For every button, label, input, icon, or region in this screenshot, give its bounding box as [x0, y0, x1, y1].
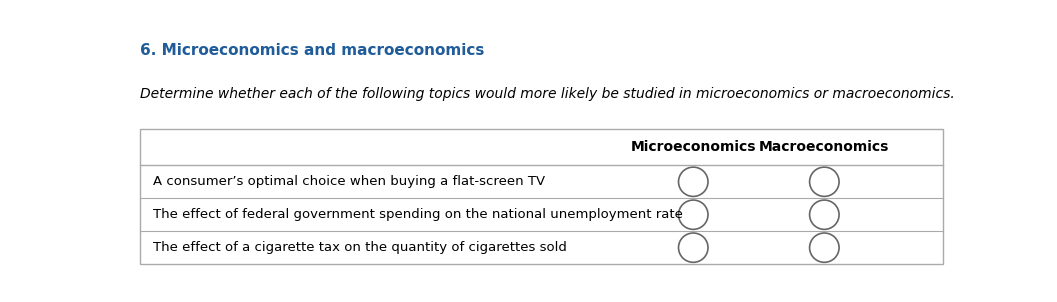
- Text: 6. Microeconomics and macroeconomics: 6. Microeconomics and macroeconomics: [141, 43, 485, 58]
- Text: The effect of a cigarette tax on the quantity of cigarettes sold: The effect of a cigarette tax on the qua…: [152, 241, 567, 254]
- Text: The effect of federal government spending on the national unemployment rate: The effect of federal government spendin…: [152, 208, 683, 221]
- Bar: [141, 129, 943, 264]
- Text: Macroeconomics: Macroeconomics: [759, 140, 890, 154]
- Text: Microeconomics: Microeconomics: [631, 140, 756, 154]
- Text: Determine whether each of the following topics would more likely be studied in m: Determine whether each of the following …: [141, 87, 956, 101]
- Text: A consumer’s optimal choice when buying a flat-screen TV: A consumer’s optimal choice when buying …: [152, 175, 544, 188]
